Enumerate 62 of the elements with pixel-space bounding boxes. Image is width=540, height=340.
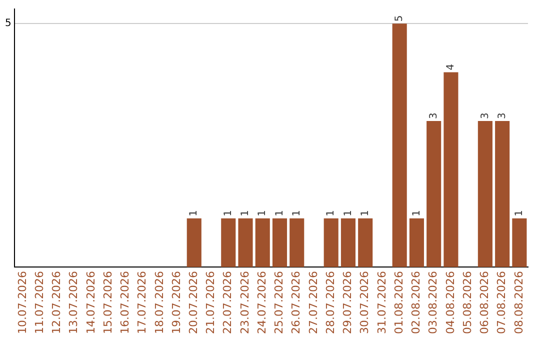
data-label: 1 bbox=[342, 210, 354, 216]
x-tick-label: 23.07.2026 bbox=[238, 271, 252, 334]
data-label: 1 bbox=[257, 210, 268, 216]
data-label: 3 bbox=[428, 112, 440, 119]
bar bbox=[272, 218, 288, 268]
data-label: 1 bbox=[188, 210, 200, 216]
data-label: 1 bbox=[326, 210, 337, 216]
x-tick-label: 20.07.2026 bbox=[186, 271, 200, 334]
x-tick-label: 03.08.2026 bbox=[426, 271, 440, 334]
x-tick-label: 04.08.2026 bbox=[444, 271, 457, 334]
x-tick-label: 25.07.2026 bbox=[272, 271, 286, 334]
x-tick-label: 10.07.2026 bbox=[16, 271, 29, 334]
x-tick-label: 13.07.2026 bbox=[67, 271, 80, 334]
data-label: 1 bbox=[222, 210, 234, 216]
x-tick-label: 12.07.2026 bbox=[50, 271, 64, 334]
x-tick-label: 11.07.2026 bbox=[32, 271, 46, 334]
bar bbox=[426, 120, 442, 268]
x-tick-label: 26.07.2026 bbox=[290, 271, 303, 334]
bar bbox=[444, 72, 458, 268]
x-tick-label: 01.08.2026 bbox=[392, 271, 406, 334]
bar bbox=[324, 218, 338, 268]
x-tick-label: 22.07.2026 bbox=[221, 271, 234, 334]
data-label: 4 bbox=[446, 64, 457, 70]
x-tick-label: 19.07.2026 bbox=[170, 271, 183, 334]
x-tick-label: 02.08.2026 bbox=[410, 271, 423, 334]
x-tick-label: 06.08.2026 bbox=[478, 271, 492, 334]
x-tick-label: 05.08.2026 bbox=[460, 271, 474, 334]
x-tick-label: 18.07.2026 bbox=[152, 271, 166, 334]
bar bbox=[255, 218, 270, 268]
x-tick-label: 17.07.2026 bbox=[136, 271, 149, 334]
data-label: 3 bbox=[480, 112, 491, 119]
x-tick-label: 27.07.2026 bbox=[306, 271, 320, 334]
bar bbox=[186, 218, 202, 268]
bar bbox=[495, 120, 510, 268]
x-tick-label: 16.07.2026 bbox=[118, 271, 132, 334]
bar bbox=[340, 218, 356, 268]
x-tick-label: 14.07.2026 bbox=[84, 271, 98, 334]
x-tick-label: 29.07.2026 bbox=[341, 271, 354, 334]
bar bbox=[409, 218, 424, 268]
x-tick-label: 28.07.2026 bbox=[324, 271, 337, 334]
x-tick-label: 24.07.2026 bbox=[255, 271, 268, 334]
data-label: 1 bbox=[411, 210, 422, 216]
x-tick-label: 31.07.2026 bbox=[375, 271, 388, 334]
bar bbox=[478, 120, 492, 268]
x-tick-label: 07.08.2026 bbox=[495, 271, 508, 334]
bar bbox=[512, 218, 527, 268]
bar bbox=[238, 218, 253, 268]
data-label: 1 bbox=[291, 210, 302, 216]
data-label: 1 bbox=[240, 210, 252, 216]
bar bbox=[290, 218, 304, 268]
x-tick-label: 30.07.2026 bbox=[358, 271, 372, 334]
data-label: 1 bbox=[360, 210, 371, 216]
data-label: 1 bbox=[274, 210, 286, 216]
data-label: 3 bbox=[496, 112, 508, 119]
x-tick-label: 21.07.2026 bbox=[204, 271, 218, 334]
x-tick-label: 15.07.2026 bbox=[101, 271, 114, 334]
bar bbox=[221, 218, 236, 268]
bar bbox=[358, 218, 373, 268]
data-label: 1 bbox=[514, 210, 526, 216]
x-tick-label: 08.08.2026 bbox=[512, 271, 526, 334]
bar bbox=[392, 24, 407, 268]
data-label: 5 bbox=[394, 15, 406, 22]
